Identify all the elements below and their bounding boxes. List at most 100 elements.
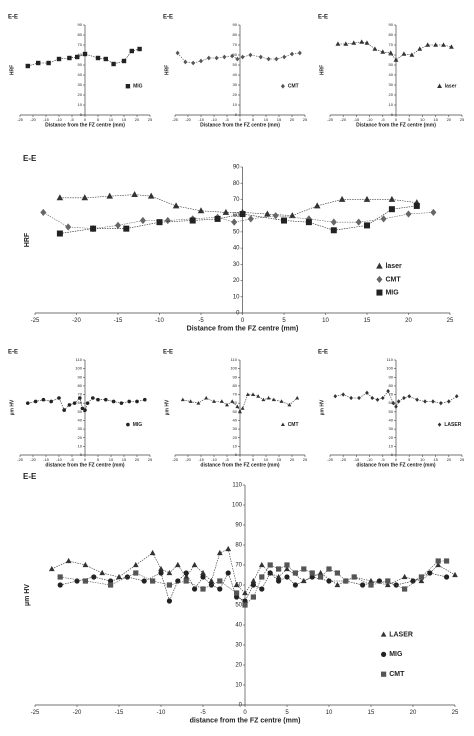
marker <box>267 562 273 568</box>
marker <box>357 395 361 401</box>
chart-title: E-E <box>163 350 173 356</box>
marker <box>67 403 72 407</box>
marker <box>208 577 215 584</box>
marker <box>158 565 164 572</box>
y-tick-label: 20 <box>233 435 238 440</box>
x-tick-label: -20 <box>30 117 37 122</box>
marker <box>284 574 290 580</box>
marker <box>427 570 433 576</box>
marker <box>363 195 371 202</box>
marker <box>409 52 415 57</box>
x-tick-label: 0 <box>239 117 242 122</box>
marker <box>425 42 431 47</box>
marker <box>67 55 72 61</box>
marker <box>242 598 248 604</box>
marker <box>309 570 315 576</box>
marker <box>289 212 296 219</box>
x-tick-label: 0 <box>84 457 87 462</box>
marker <box>230 399 235 403</box>
marker <box>267 570 273 576</box>
x-tick-label: -25 <box>172 117 179 122</box>
y-tick-label: 20 <box>78 92 83 97</box>
marker <box>124 574 130 580</box>
y-tick-label: 80 <box>233 383 238 388</box>
series-line <box>337 41 452 61</box>
marker <box>250 582 256 588</box>
x-tick-label: 5 <box>97 117 100 122</box>
x-tick-label: 10 <box>326 710 333 716</box>
x-tick-label: 0 <box>395 457 398 462</box>
marker <box>380 215 387 223</box>
x-tick-label: 25 <box>148 117 153 122</box>
legend-label: CMT <box>385 276 401 283</box>
marker <box>258 561 265 568</box>
legend-label: laser <box>385 263 402 270</box>
marker <box>149 549 156 556</box>
marker <box>217 586 223 592</box>
marker <box>351 574 357 580</box>
marker <box>56 56 62 62</box>
marker <box>174 561 181 568</box>
y-tick-label: 50 <box>233 229 240 235</box>
x-tick-label: -25 <box>327 117 334 122</box>
marker <box>166 582 172 588</box>
x-tick-label: 10 <box>264 457 269 462</box>
x-tick-label: -5 <box>70 117 74 122</box>
chart-title: E-E <box>8 350 18 356</box>
legend-label: LASER <box>389 631 413 638</box>
marker <box>188 399 193 403</box>
x-axis-label: distance from the FZ centre (mm) <box>356 463 436 469</box>
marker <box>326 566 332 572</box>
x-tick-label: 25 <box>447 318 454 324</box>
x-tick-label: -15 <box>198 117 205 122</box>
marker <box>372 46 378 51</box>
y-axis-label: HRF <box>319 65 325 75</box>
marker <box>115 221 121 229</box>
y-tick-label: 100 <box>75 366 82 371</box>
marker <box>240 406 245 410</box>
marker <box>191 60 196 66</box>
legend-marker <box>376 289 383 296</box>
x-tick-label: -25 <box>31 318 40 324</box>
x-tick-label: -5 <box>200 710 206 716</box>
x-tick-label: -10 <box>211 117 218 122</box>
marker <box>418 574 424 580</box>
marker <box>349 395 353 401</box>
x-tick-label: -15 <box>43 117 50 122</box>
x-tick-label: 5 <box>285 710 289 716</box>
y-tick-label: 10 <box>389 102 394 107</box>
y-tick-label: 0 <box>80 112 83 117</box>
marker <box>222 208 230 215</box>
legend-marker <box>437 422 442 427</box>
y-tick-label: 10 <box>233 443 238 448</box>
y-tick-label: 40 <box>233 418 238 423</box>
marker <box>297 50 302 56</box>
marker <box>106 192 113 199</box>
x-axis-label: Distance from the FZ centre (mm) <box>356 123 436 129</box>
marker <box>381 395 385 401</box>
y-tick-label: 30 <box>233 426 238 431</box>
series-line <box>60 572 447 602</box>
legend-label: MIG <box>385 289 399 296</box>
y-tick-label: 30 <box>78 426 83 431</box>
series-line <box>335 390 457 408</box>
x-tick-label: -10 <box>155 318 164 324</box>
marker <box>444 558 450 564</box>
marker <box>111 399 116 404</box>
marker <box>141 578 147 584</box>
y-tick-label: 90 <box>233 22 238 27</box>
marker <box>272 212 279 220</box>
marker <box>234 590 240 596</box>
marker <box>119 401 124 405</box>
x-tick-label: -20 <box>185 117 192 122</box>
x-axis-label: distance from the FZ centre (mm) <box>190 717 301 724</box>
y-tick-label: 60 <box>78 400 83 405</box>
y-tick-label: 40 <box>389 418 394 423</box>
marker <box>183 59 188 65</box>
marker <box>129 48 134 54</box>
y-tick-label: 30 <box>233 82 238 87</box>
marker <box>204 395 209 400</box>
x-tick-label: -15 <box>115 710 124 716</box>
marker <box>166 569 173 576</box>
marker <box>333 394 338 399</box>
